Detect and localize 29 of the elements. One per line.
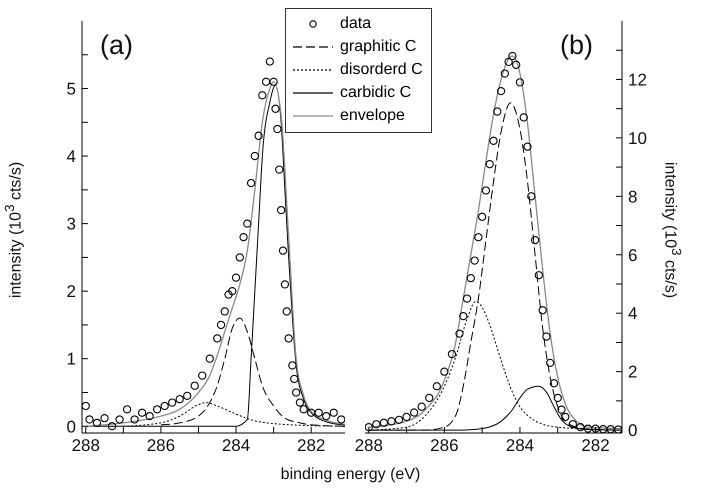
x-axis-title: binding energy (eV) — [280, 466, 422, 484]
x-tick-label: 286 — [146, 436, 176, 456]
y-tick-label: 2 — [66, 282, 76, 302]
x-tick-label: 286 — [430, 436, 459, 456]
y-tick-label: 4 — [66, 147, 76, 166]
x-tick-label: 288 — [354, 436, 383, 456]
x-tick-label: 288 — [72, 436, 100, 456]
y-tick-label: 0 — [628, 421, 638, 440]
y-tick-label: 0 — [66, 417, 76, 436]
legend-label: data — [340, 14, 372, 34]
x-tick-label: 282 — [297, 436, 326, 456]
y-tick-label: 1 — [66, 350, 76, 369]
x-tick-label: 282 — [581, 436, 610, 456]
legend-label: carbidic C — [340, 83, 412, 103]
y-tick-label: 10 — [628, 128, 647, 148]
y-tick-label: 4 — [628, 304, 638, 324]
y-tick-label: 12 — [628, 70, 647, 90]
y-tick-label: 8 — [628, 187, 638, 206]
x-tick-label: 284 — [506, 436, 534, 456]
chart-title: (b) — [560, 30, 593, 61]
y-tick-label: 2 — [628, 362, 638, 382]
y-tick-label: 3 — [66, 214, 76, 234]
chart-title: (a) — [100, 30, 133, 61]
x-tick-label: 284 — [222, 436, 250, 456]
legend-label: graphitic C — [340, 37, 416, 57]
y-tick-label: 5 — [66, 80, 76, 99]
y-tick-label: 6 — [628, 246, 638, 265]
legend-label: disorderd C — [340, 60, 423, 80]
legend-label: envelope — [340, 106, 405, 126]
